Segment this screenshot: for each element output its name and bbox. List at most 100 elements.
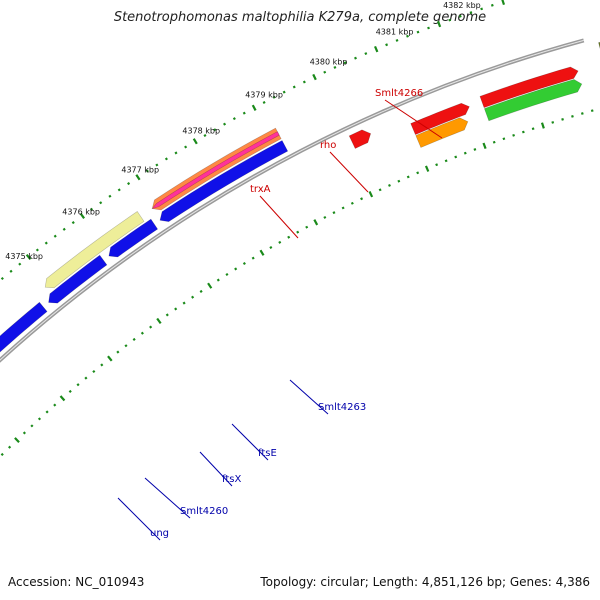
scale-label: 4382 kbp xyxy=(443,1,481,10)
reverse-scale-tick xyxy=(18,262,22,266)
forward-scale-tick xyxy=(323,215,327,219)
forward-scale-tick xyxy=(259,249,265,256)
reverse-scale-tick xyxy=(416,30,420,34)
gene-blue-b[interactable] xyxy=(159,140,289,222)
reverse-scale-tick xyxy=(223,122,227,126)
reverse-scale-tick xyxy=(242,111,246,115)
Smlt4260-leader xyxy=(144,477,191,519)
reverse-scale-tick xyxy=(127,182,131,186)
reverse-scale-tick xyxy=(427,26,430,30)
forward-scale-tick xyxy=(14,437,20,443)
genome-backbone-highlight xyxy=(0,39,584,361)
reverse-scale-tick xyxy=(333,65,337,69)
reverse-scale-tick xyxy=(71,221,75,225)
reverse-scale-tick xyxy=(192,138,198,145)
gene-blue-a[interactable] xyxy=(0,301,48,353)
reverse-scale-tick xyxy=(174,151,178,155)
reverse-scale-tick xyxy=(0,276,4,281)
forward-scale-tick xyxy=(37,417,42,421)
forward-scale-tick xyxy=(531,127,535,131)
forward-scale-tick xyxy=(22,431,26,435)
forward-scale-tick xyxy=(473,148,477,151)
forward-scale-tick xyxy=(580,112,584,115)
rho-label: rho xyxy=(320,140,336,151)
forward-scale-tick xyxy=(191,295,195,299)
reverse-scale-tick xyxy=(448,18,452,22)
gene-ftsE[interactable] xyxy=(108,218,159,258)
reverse-scale-tick xyxy=(108,194,112,198)
reverse-scale-tick xyxy=(99,201,103,205)
reverse-scale-tick xyxy=(480,7,484,11)
reverse-scale-tick xyxy=(364,52,368,56)
forward-scale-tick xyxy=(313,219,319,226)
ung-leader xyxy=(117,497,161,541)
forward-scale-tick xyxy=(116,350,120,354)
gene-trxA[interactable] xyxy=(348,129,372,149)
reverse-scale-tick xyxy=(302,80,306,84)
reverse-scale-tick xyxy=(374,45,379,53)
reverse-scale-tick xyxy=(135,174,141,181)
ftsX-label: ftsX xyxy=(222,474,241,485)
forward-scale-tick xyxy=(360,197,364,201)
gene-rho[interactable] xyxy=(415,117,469,148)
scale-label: 4378 kbp xyxy=(182,126,220,135)
Smlt4266-leader xyxy=(384,99,443,139)
forward-scale-tick xyxy=(305,225,309,229)
forward-scale-tick xyxy=(368,191,374,198)
reverse-scale-tick xyxy=(35,248,39,252)
forward-scale-tick xyxy=(492,140,496,144)
gene-Smlt4263-stripe[interactable] xyxy=(151,131,280,210)
gene-ftsX-region[interactable] xyxy=(48,254,108,304)
reverse-scale-tick xyxy=(395,39,399,42)
forward-scale-tick xyxy=(132,337,136,341)
forward-scale-tick xyxy=(296,230,300,234)
forward-scale-tick xyxy=(156,317,162,325)
reverse-scale-tick xyxy=(44,241,48,245)
reverse-scale-tick xyxy=(437,20,442,28)
forward-scale-tick xyxy=(107,355,113,362)
forward-scale-tick xyxy=(278,240,282,244)
accession-label: Accession: NC_010943 xyxy=(8,575,145,589)
reverse-scale-tick xyxy=(272,95,276,99)
forward-scale-tick xyxy=(454,155,458,159)
forward-scale-tick xyxy=(502,137,506,141)
forward-scale-tick xyxy=(571,115,574,118)
reverse-scale-tick xyxy=(323,70,327,74)
gene-Smlt4266-lower[interactable] xyxy=(479,66,579,109)
forward-scale-tick xyxy=(76,383,80,387)
reverse-scale-tick xyxy=(9,269,13,273)
topology-summary: Topology: circular; Length: 4,851,126 bp… xyxy=(260,575,590,589)
scale-label: 4376 kbp xyxy=(62,207,100,216)
gene-Smlt4266[interactable] xyxy=(484,79,583,122)
gene-ftsX[interactable] xyxy=(44,211,145,289)
Smlt4263-leader xyxy=(289,379,329,415)
ftsX-leader xyxy=(199,451,233,487)
forward-scale-tick xyxy=(234,267,238,271)
reverse-scale-tick xyxy=(458,14,462,18)
reverse-scale-tick xyxy=(312,73,317,81)
reverse-scale-tick xyxy=(282,90,286,94)
Smlt4263-label: Smlt4263 xyxy=(318,402,366,413)
ung-label: ung xyxy=(150,528,169,539)
reverse-scale-tick xyxy=(62,227,66,231)
scale-label: 4381 kbp xyxy=(376,27,414,36)
reverse-scale-tick xyxy=(406,34,409,38)
Smlt4266-label: Smlt4266 xyxy=(375,88,423,99)
forward-scale-tick xyxy=(100,363,104,367)
forward-scale-tick xyxy=(225,272,229,276)
scale-label: 4380 kbp xyxy=(310,57,348,66)
reverse-scale-tick xyxy=(343,61,347,65)
trxA-leader xyxy=(259,195,299,239)
forward-scale-tick xyxy=(388,183,391,187)
reverse-scale-tick xyxy=(354,56,357,60)
forward-scale-tick xyxy=(332,211,336,215)
forward-scale-tick xyxy=(30,424,34,428)
forward-scale-tick xyxy=(590,109,594,113)
forward-scale-tick xyxy=(92,369,96,374)
forward-scale-tick xyxy=(482,142,487,150)
rho-leader xyxy=(329,151,369,193)
reverse-scale-tick xyxy=(184,145,188,149)
Smlt4260-label: Smlt4260 xyxy=(180,506,228,517)
reverse-scale-tick xyxy=(79,212,86,219)
